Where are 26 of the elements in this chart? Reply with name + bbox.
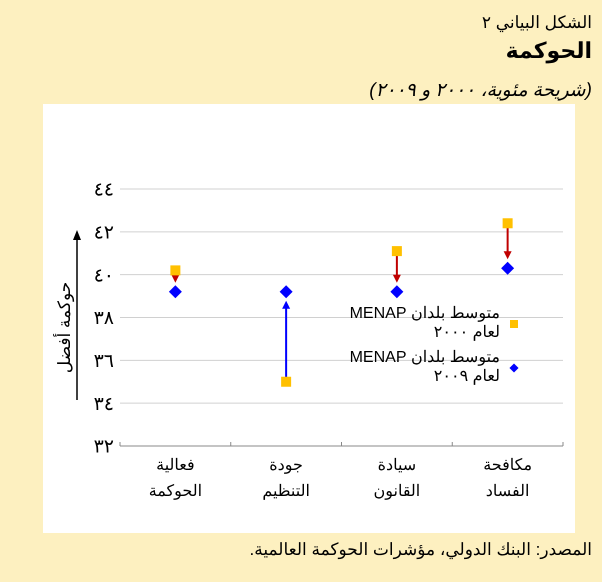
point <box>392 246 402 256</box>
point <box>170 265 180 276</box>
point <box>281 376 292 387</box>
y-tick-label: ٣٤ <box>94 394 114 415</box>
x-tick-label: فعالية الحوكمة <box>148 457 202 500</box>
legend-label: متوسط بلدان MENAP لعام ٢٠٠٠ <box>350 305 500 341</box>
point <box>501 262 514 275</box>
point <box>280 285 293 298</box>
x-tick-label: سيادة القانون <box>373 457 420 500</box>
text: المصدر: البنك الدولي، مؤشرات الحوكمة العالمية. <box>250 540 592 560</box>
text: الشكل البياني ٢ <box>482 13 592 33</box>
chart-subtitle: (شريحة مئوية، ٢٠٠٠ و ٢٠٠٩) <box>369 80 592 101</box>
y-tick-label: ٤٢ <box>94 222 114 244</box>
y-tick-label: ٤٤ <box>94 180 114 201</box>
x-tick-label: جودة التنظيم <box>262 457 310 500</box>
y-axis-title: حوكمة أفضل <box>53 282 75 374</box>
y-tick-label: ٤٠ <box>94 265 114 286</box>
point <box>168 285 182 298</box>
x-tick-label: مكافحة الفساد <box>483 457 532 500</box>
y-tick-label: ٣٨ <box>94 308 114 330</box>
legend-label: متوسط بلدان MENAP لعام ٢٠٠٩ <box>350 349 500 385</box>
chart-title: الحوكمة <box>506 38 592 64</box>
y-tick-label: ٣٦ <box>94 350 114 372</box>
point <box>502 218 513 228</box>
y-tick-label: ٣٢ <box>94 436 114 458</box>
point <box>390 285 404 298</box>
